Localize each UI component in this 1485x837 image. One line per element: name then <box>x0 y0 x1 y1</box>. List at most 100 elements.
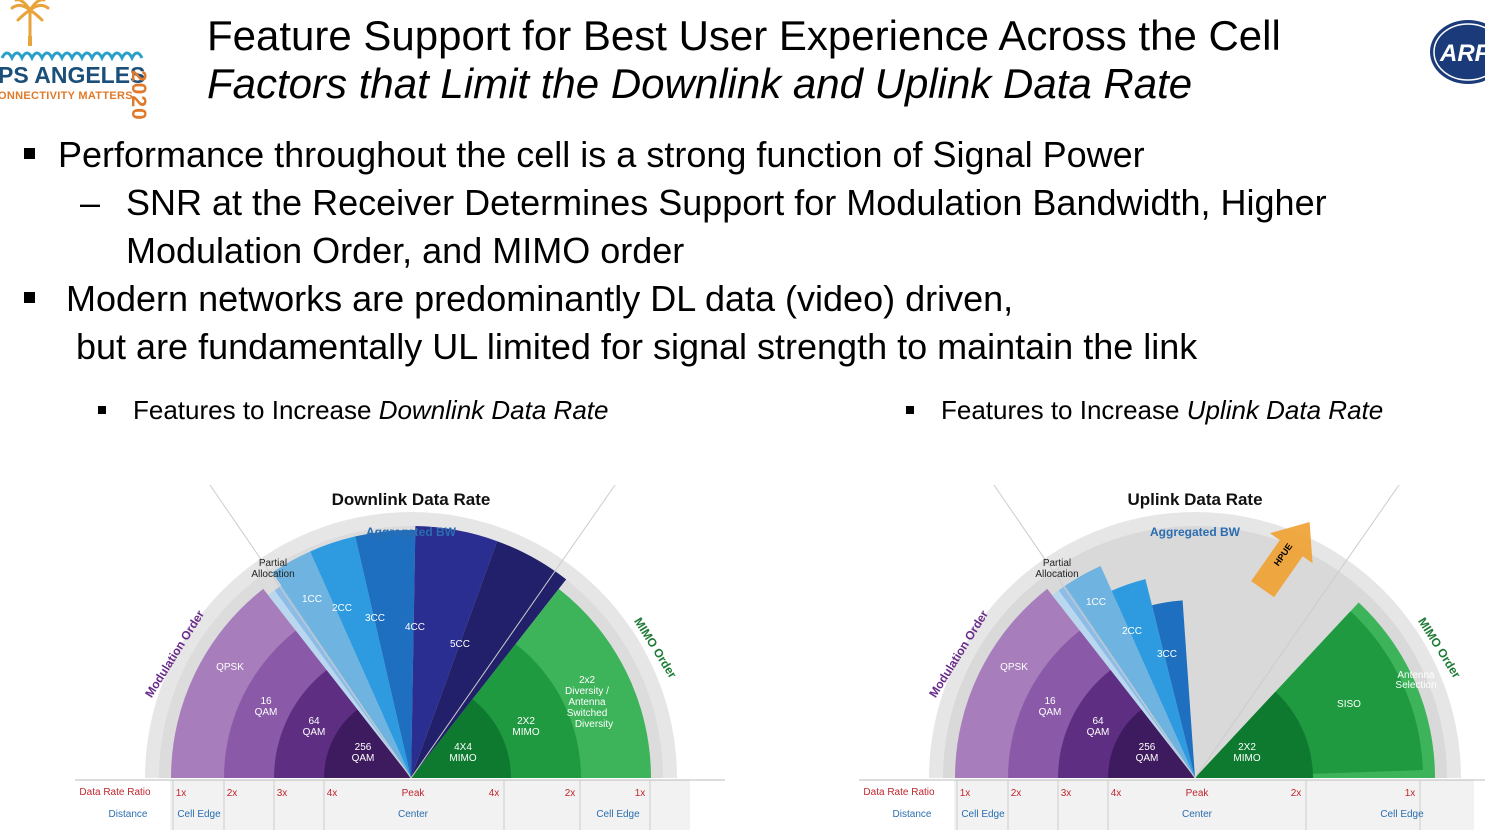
tick-label: 2x <box>227 788 238 799</box>
tick-label: 3x <box>1061 788 1072 799</box>
cc-label: 3CC <box>365 613 385 624</box>
sub-bullet-downlink: Features to Increase Downlink Data Rate <box>133 395 608 426</box>
sub-bullet-downlink-prefix: Features to Increase <box>133 395 379 425</box>
modulation-256qam-wedge <box>1108 709 1195 778</box>
mimo-4x4-wedge <box>411 699 511 778</box>
axis-band <box>170 780 690 830</box>
tick-label: 4x <box>327 788 338 799</box>
distance-label: Distance <box>109 809 148 820</box>
qam16-label: QAM <box>1039 707 1062 718</box>
tick-label: 1x <box>960 788 971 799</box>
siso-label: SISO <box>1337 699 1361 710</box>
tick-label: 2x <box>1011 788 1022 799</box>
tick-label: 1x <box>176 788 187 799</box>
partial-allocation-label: Allocation <box>1035 569 1078 580</box>
partial-allocation-label: Partial <box>1043 558 1071 569</box>
qam64-label: 64 <box>1092 716 1104 727</box>
center-label: Center <box>398 809 429 820</box>
qam256-label: QAM <box>352 753 375 764</box>
guide-line <box>410 484 616 779</box>
slide-subtitle: Factors that Limit the Downlink and Upli… <box>207 60 1193 107</box>
partner-logo: ARFT <box>1428 18 1485 86</box>
cc-label: 2CC <box>332 603 352 614</box>
mimo-2x2-label: MIMO <box>1233 753 1260 764</box>
qam256-label: QAM <box>1136 753 1159 764</box>
bullet-3-line1: Modern networks are predominantly DL dat… <box>66 278 1014 319</box>
tick-label: 3x <box>277 788 288 799</box>
cc-label: 1CC <box>1086 597 1106 608</box>
tick-label: 4x <box>1111 788 1122 799</box>
antenna-selection-label: Antenna <box>1397 670 1435 681</box>
bullet-2-line2: Modulation Order, and MIMO order <box>126 230 685 271</box>
sub-bullet-uplink-emph: Uplink Data Rate <box>1186 395 1384 425</box>
conference-logo: PS ANGELES ONNECTIVITY MATTERS 2020 <box>0 0 185 121</box>
mimo-2x2-label: MIMO <box>512 727 539 738</box>
aggregated-bw-label: Aggregated BW <box>366 525 457 539</box>
qam64-label: 64 <box>308 716 320 727</box>
tick-label: 2x <box>565 788 576 799</box>
qam64-label: QAM <box>1087 727 1110 738</box>
downlink-diagram: QPSK 16 QAM 64 QAM 256 QAM 1CC 2CC 3CC 4CC 5CC 4X4 MI… <box>70 470 730 837</box>
modulation-256qam-wedge <box>324 709 411 778</box>
qam16-label: 16 <box>260 696 272 707</box>
diagram-title: Uplink Data Rate <box>1127 490 1262 509</box>
cc-wedge-1 <box>272 551 411 778</box>
partial-allocation-sliver <box>1058 585 1195 778</box>
dash-marker: – <box>80 182 101 223</box>
diversity-label: Diversity <box>575 719 613 730</box>
cell-edge-right-label: Cell Edge <box>596 809 640 820</box>
data-rate-ratio-label: Data Rate Ratio <box>79 787 151 798</box>
logo-city-text: PS ANGELES <box>0 62 146 88</box>
cc-label: 4CC <box>405 622 425 633</box>
partner-logo-text: ARFT <box>1439 40 1485 67</box>
cc-wedge-3 <box>1151 600 1195 778</box>
palm-tree-icon <box>10 0 50 40</box>
qam16-label: 16 <box>1044 696 1056 707</box>
cc-wedge-1 <box>1065 566 1195 778</box>
cc-wedge-3 <box>355 530 416 778</box>
partial-allocation-sliver <box>1052 590 1195 778</box>
hpue-arrow: HPUE <box>1251 521 1313 598</box>
tick-label: 4x <box>489 788 500 799</box>
peak-label: Peak <box>402 788 426 799</box>
qpsk-label: QPSK <box>216 662 244 673</box>
qam64-label: QAM <box>303 727 326 738</box>
cc-wedge-2 <box>310 536 411 778</box>
qam256-label: 256 <box>1139 742 1156 753</box>
mimo-2x2-label: 2X2 <box>517 716 535 727</box>
peak-label: Peak <box>1186 788 1210 799</box>
logo-tagline: ONNECTIVITY MATTERS <box>0 90 133 102</box>
distance-label: Distance <box>893 809 932 820</box>
cc-wedge-2 <box>1111 579 1195 778</box>
qam256-label: 256 <box>355 742 372 753</box>
slide-title: Feature Support for Best User Experience… <box>207 12 1281 59</box>
partial-allocation-sliver <box>268 590 411 778</box>
cc-wedge-4 <box>411 526 498 778</box>
mimo-4x4-label: MIMO <box>449 753 476 764</box>
tick-label: 2x <box>1291 788 1302 799</box>
cc-label: 1CC <box>302 594 322 605</box>
diversity-label: Switched <box>567 708 608 719</box>
bullet-marker <box>24 292 35 303</box>
hpue-arrow-shape <box>1251 521 1313 598</box>
diagram-title: Downlink Data Rate <box>332 490 491 509</box>
guide-line <box>209 484 412 779</box>
guide-line <box>1194 484 1400 779</box>
sub-bullet-marker <box>98 406 106 414</box>
antenna-selection-label: Selection <box>1395 680 1436 691</box>
data-rate-ratio-label: Data Rate Ratio <box>863 787 935 798</box>
sub-bullet-downlink-emph: Downlink Data Rate <box>378 395 609 425</box>
diversity-label: 2x2 <box>579 675 596 686</box>
qpsk-label: QPSK <box>1000 662 1028 673</box>
cc-label: 3CC <box>1157 649 1177 660</box>
cell-edge-right-label: Cell Edge <box>1380 809 1424 820</box>
partial-allocation-label: Allocation <box>251 569 294 580</box>
mimo-2x2-wedge <box>1195 691 1313 778</box>
diversity-label: Diversity / <box>565 686 609 697</box>
aggregated-bw-label: Aggregated BW <box>1150 525 1241 539</box>
bullet-marker <box>24 148 35 159</box>
cell-edge-left-label: Cell Edge <box>961 809 1005 820</box>
partial-allocation-label: Partial <box>259 558 287 569</box>
logo-year: 2020 <box>127 70 150 121</box>
tick-label: 1x <box>635 788 646 799</box>
